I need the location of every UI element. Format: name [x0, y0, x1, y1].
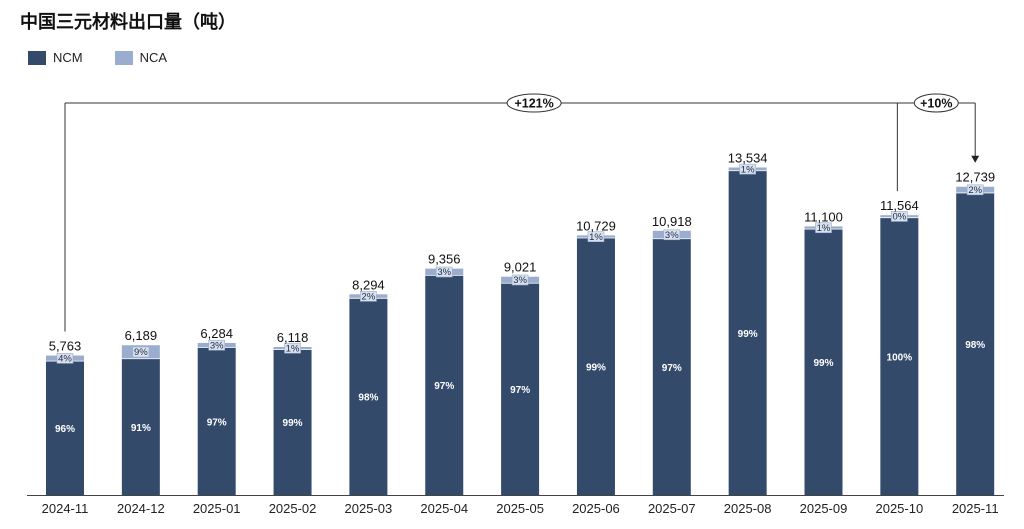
- total-label: 11,564: [880, 198, 919, 213]
- annotation-label: +10%: [920, 97, 952, 111]
- nca-share-label-box: [132, 346, 150, 358]
- nca-share-label: 1%: [589, 232, 603, 243]
- annotation-oval: [913, 93, 959, 113]
- x-tick-label: 2025-09: [800, 501, 848, 516]
- bar-ncm: [121, 358, 160, 495]
- ncm-share-label: 97%: [434, 381, 454, 392]
- ncm-share-label: 99%: [283, 418, 303, 429]
- x-tick-label: 2025-08: [724, 501, 772, 516]
- ncm-share-label: 91%: [131, 423, 151, 434]
- bar-ncm: [501, 283, 540, 495]
- nca-share-label-box: [891, 211, 908, 222]
- total-label: 13,534: [728, 151, 768, 166]
- x-tick-label: 2025-02: [269, 501, 317, 516]
- bar-ncm: [425, 275, 464, 495]
- total-label: 5,763: [49, 339, 82, 354]
- nca-share-label: 1%: [286, 343, 300, 354]
- bar-ncm: [46, 361, 84, 495]
- legend-label-ncm: NCM: [53, 50, 83, 65]
- ncm-share-label: 99%: [738, 329, 758, 340]
- bar-ncm: [880, 217, 919, 495]
- nca-share-label: 3%: [437, 267, 451, 278]
- ncm-share-label: 97%: [510, 385, 530, 396]
- nca-share-label-box: [208, 339, 225, 351]
- nca-share-label: 2%: [362, 292, 376, 303]
- total-label: 6,118: [277, 330, 309, 345]
- nca-share-label-box: [587, 231, 605, 242]
- nca-share-label: 1%: [741, 164, 755, 175]
- bar-ncm: [804, 229, 843, 496]
- ncm-share-label: 98%: [358, 393, 378, 404]
- legend-label-nca: NCA: [139, 50, 168, 65]
- nca-share-label: 9%: [134, 347, 148, 358]
- x-tick-label: 2024-12: [117, 501, 165, 516]
- legend-item-nca: NCA: [114, 50, 168, 65]
- total-label: 8,294: [352, 277, 385, 292]
- x-tick-label: 2024-11: [42, 501, 89, 516]
- bar-ncm: [576, 237, 615, 496]
- nca-share-label: 0%: [892, 212, 906, 223]
- x-tick-label: 2025-05: [496, 501, 544, 516]
- ncm-share-label: 97%: [207, 417, 227, 428]
- total-label: 6,189: [125, 328, 158, 343]
- ncm-share-label: 99%: [586, 362, 606, 373]
- bar-ncm: [349, 298, 388, 495]
- ncm-share-label: 99%: [813, 358, 833, 369]
- nca-share-label: 3%: [665, 230, 679, 241]
- ncm-share-label: 96%: [55, 424, 75, 435]
- total-label: 9,021: [504, 260, 537, 275]
- nca-share-label: 3%: [513, 275, 527, 286]
- annotation-arrow-head: [971, 155, 980, 163]
- nca-share-label-box: [284, 342, 301, 354]
- x-tick-label: 2025-03: [345, 501, 393, 516]
- annotation-label: +121%: [514, 97, 553, 111]
- nca-share-label-box: [56, 353, 74, 364]
- bar-ncm: [273, 349, 312, 495]
- total-label: 6,284: [200, 326, 233, 341]
- nca-share-label: 1%: [817, 223, 831, 234]
- x-tick-label: 2025-01: [193, 501, 241, 516]
- ncm-share-label: 98%: [965, 340, 985, 351]
- nca-share-label-box: [966, 184, 984, 196]
- total-label: 12,739: [955, 170, 995, 185]
- x-tick-label: 2025-06: [572, 501, 620, 516]
- ncm-share-label: 100%: [887, 352, 913, 363]
- x-tick-label: 2025-07: [648, 501, 696, 516]
- x-tick-label: 2025-11: [952, 501, 999, 516]
- legend-item-ncm: NCM: [28, 50, 83, 65]
- x-tick-label: 2025-04: [420, 501, 468, 516]
- total-label: 10,918: [652, 214, 692, 229]
- bar-ncm: [652, 238, 691, 496]
- legend-swatch-ncm: [28, 50, 46, 65]
- nca-share-label-box: [739, 163, 756, 175]
- nca-share-label: 3%: [210, 340, 224, 351]
- total-label: 9,356: [428, 252, 461, 267]
- bar-ncm: [728, 170, 767, 495]
- annotation-oval: [506, 93, 562, 113]
- bar-ncm: [197, 347, 236, 495]
- total-label: 10,729: [576, 218, 616, 233]
- nca-share-label-box: [435, 266, 453, 278]
- total-label: 11,100: [804, 209, 843, 224]
- nca-share-label: 2%: [968, 185, 982, 196]
- chart-title: 中国三元材料出口量（吨）: [20, 12, 236, 33]
- nca-share-label-box: [663, 229, 681, 241]
- bar-ncm: [956, 192, 995, 495]
- nca-share-label-box: [511, 274, 529, 286]
- x-tick-label: 2025-10: [875, 501, 923, 516]
- nca-share-label-box: [360, 291, 377, 302]
- legend-swatch-nca: [114, 50, 133, 65]
- ncm-share-label: 97%: [662, 363, 682, 374]
- nca-share-label: 4%: [58, 354, 72, 365]
- legend: NCM NCA: [28, 50, 199, 65]
- nca-share-label-box: [815, 222, 832, 234]
